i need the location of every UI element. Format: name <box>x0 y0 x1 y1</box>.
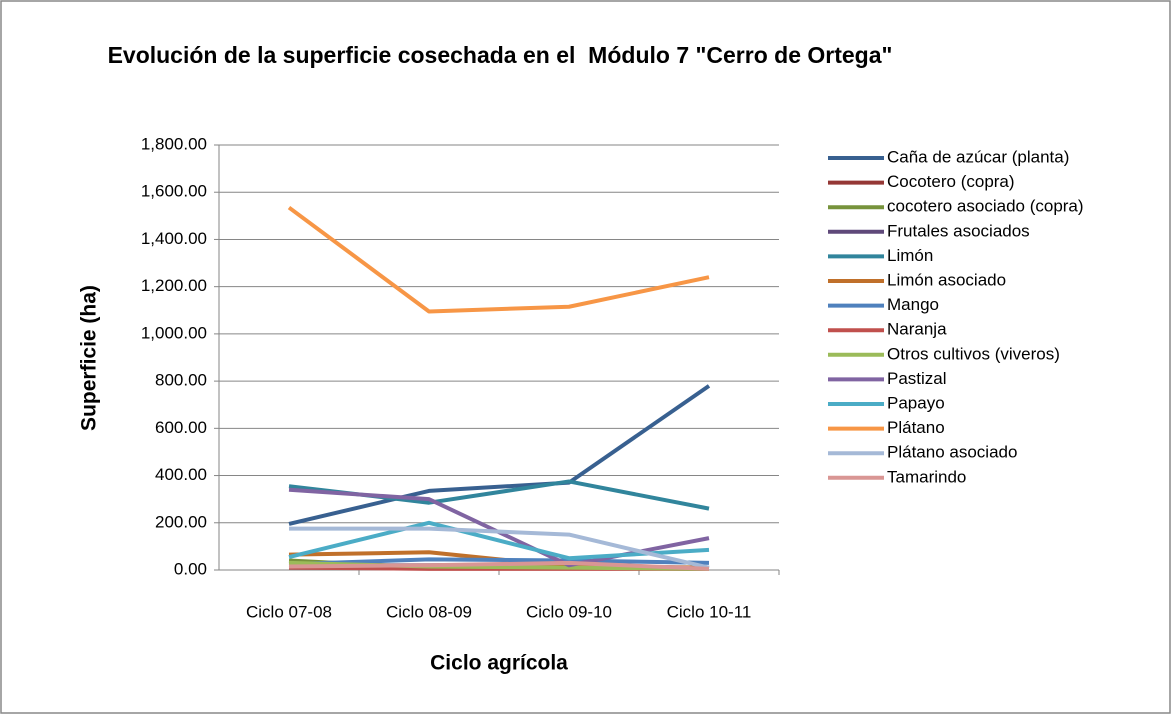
series-line <box>287 205 710 314</box>
y-tick-label: 400.00 <box>155 465 207 484</box>
legend-label: Cocotero (copra) <box>887 172 1015 191</box>
y-tick-label: 1,200.00 <box>141 276 207 295</box>
y-tick-label: 600.00 <box>155 418 207 437</box>
legend-label: Plátano asociado <box>887 443 1017 462</box>
x-axis-label: Ciclo agrícola <box>430 652 568 675</box>
x-tick-label: Ciclo 10-11 <box>667 602 752 621</box>
series-line <box>288 384 711 526</box>
legend-label: Caña de azúcar (planta) <box>887 147 1069 166</box>
legend-label: Limón asociado <box>887 270 1006 289</box>
y-tick-label: 1,800.00 <box>141 134 207 153</box>
y-tick-label: 1,600.00 <box>141 182 207 201</box>
legend-label: Otros cultivos (viveros) <box>887 344 1060 363</box>
y-tick-label: 800.00 <box>155 371 207 390</box>
y-tick-label: 0.00 <box>174 559 207 578</box>
y-tick-label: 200.00 <box>155 512 207 531</box>
legend-label: Plátano <box>887 418 945 437</box>
legend-label: Limón <box>887 246 933 265</box>
legend-label: Papayo <box>887 393 945 412</box>
chart-title: Evolución de la superficie cosechada en … <box>107 42 893 68</box>
y-tick-label: 1,000.00 <box>141 323 207 342</box>
x-tick-label: Ciclo 09-10 <box>526 602 612 621</box>
legend-label: Mango <box>887 295 939 314</box>
legend-label: Tamarindo <box>887 467 966 486</box>
legend-label: Pastizal <box>887 369 947 388</box>
series-line <box>288 560 710 571</box>
series-line <box>288 520 710 561</box>
series-line <box>288 557 710 567</box>
y-tick-label: 1,400.00 <box>141 229 207 248</box>
x-tick-label: Ciclo 07-08 <box>246 602 332 621</box>
y-axis-label: Superficie (ha) <box>78 285 101 431</box>
legend-label: cocotero asociado (copra) <box>887 197 1084 216</box>
legend-label: Frutales asociados <box>887 221 1030 240</box>
series-line <box>289 526 710 570</box>
x-tick-label: Ciclo 08-09 <box>386 602 472 621</box>
legend-label: Naranja <box>887 320 947 339</box>
